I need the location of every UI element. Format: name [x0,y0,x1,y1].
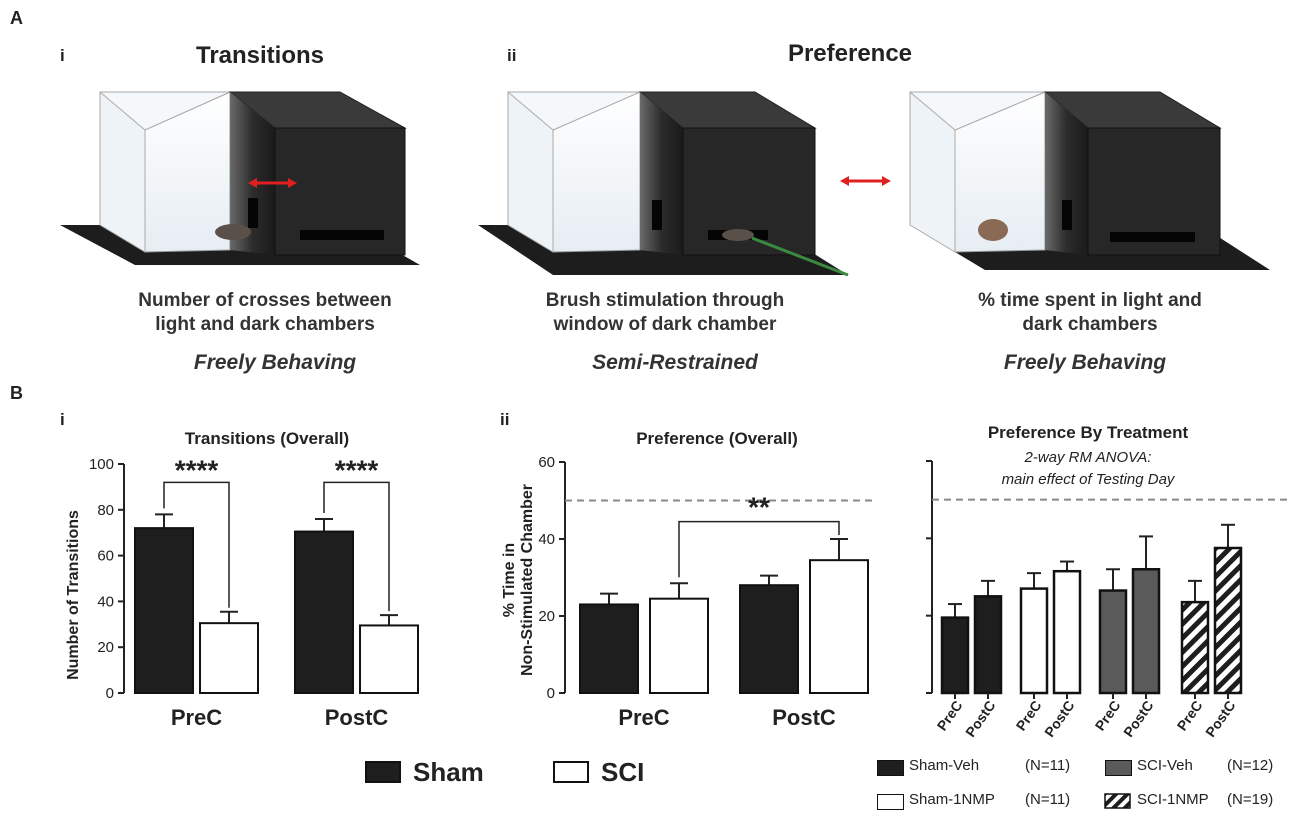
panel-a-sub-ii: ii [507,46,517,65]
y-tick-label: 60 [538,454,555,471]
bar-sham-1nmp-postc [1052,569,1082,695]
legend-sci-1nmp: SCI-1NMP [1137,791,1209,808]
y-tick-label: 100 [89,456,114,473]
bar-sci-veh-postc [1131,568,1161,695]
x-tick-label: PreC [618,705,669,730]
y-axis-label: % Time in [501,543,518,617]
legend-swatch-sci-veh [1105,760,1132,776]
x-tick-label: PostC [325,705,389,730]
caption-2: Brush stimulation through window of dark … [545,290,785,335]
legend-sci-1nmp-n: (N=19) [1227,791,1274,808]
legend-swatch-sham [365,761,401,783]
panel-a-label: A [10,8,23,28]
legend-swatch-sham-1nmp [877,794,904,810]
y-axis-label: Number of Transitions [65,510,82,680]
significance-bracket [678,520,840,578]
x-tick-label: PostC [1041,698,1077,740]
y-tick-label: 0 [106,685,114,702]
bar-sham-veh-postc [973,595,1003,695]
legend-sham-1nmp-n: (N=11) [1025,791,1071,808]
panel-a-sub-i: i [60,46,65,65]
x-tick-label: PostC [1120,698,1156,740]
bar-sham-prec [579,603,639,694]
y-tick-label: 20 [97,639,114,656]
brush [751,236,849,277]
legend-main: Sham SCI [365,757,665,790]
caption-1: Number of crosses between light and dark … [138,290,392,335]
y-tick-label: 40 [97,593,114,610]
x-tick-label: PreC [1013,698,1045,734]
bar-sci-1nmp-prec [1180,600,1210,695]
significance-stars: **** [175,454,219,485]
chart-subtitle-1: 2-way RM ANOVA: [1024,449,1152,466]
legend-sci-veh: SCI-Veh [1137,757,1193,774]
y-axis-label-2: Non-Stimulated Chamber [519,484,536,676]
significance-stars: ** [748,492,770,523]
x-tick-label: PostC [1202,698,1238,740]
panel-b-sub-i: i [60,410,65,429]
chart-preference-overall: Preference (Overall) % Time in Non-Stimu… [501,429,877,730]
y-tick-label: 80 [97,502,114,519]
mouse [215,224,251,240]
legend-label-sham: Sham [413,757,484,787]
chart-transitions: Transitions (Overall) Number of Transiti… [65,429,419,730]
legend-label-sci: SCI [601,757,645,787]
bar-sci-1nmp-postc [1213,546,1243,695]
bar-sci-veh-prec [1098,589,1128,695]
y-tick-label: 40 [538,531,555,548]
panel-b-sub-ii: ii [500,410,510,429]
chamber-illustrations [60,90,1270,277]
legend-sham-1nmp: Sham-1NMP [909,791,995,808]
red-arrow-between [840,176,891,186]
chart-subtitle-2: main effect of Testing Day [1002,471,1176,488]
chart-title: Preference (Overall) [636,429,798,448]
bar-sci-postc [359,624,419,695]
box-preference [909,90,1270,270]
bar-sham-1nmp-prec [1019,587,1049,695]
significance-stars: **** [335,454,379,485]
box-transitions [60,90,420,265]
significance-bracket [323,481,390,612]
x-tick-label: PreC [1092,698,1124,734]
chart-title: Transitions (Overall) [185,429,349,448]
x-tick-label: PostC [962,698,998,740]
box-brush [478,90,849,277]
legend-swatch-sci-1nmp [1104,793,1131,809]
chart-preference-treatment: Preference By Treatment 2-way RM ANOVA: … [926,423,1287,740]
bar-sham-veh-prec [940,616,970,695]
bar-sci-prec [199,622,259,694]
x-tick-label: PostC [772,705,836,730]
legend-swatch-sham-veh [877,760,904,776]
x-tick-label: PreC [1174,698,1206,734]
transitions-title: Transitions [195,42,325,69]
legend-treatment: Sham-Veh (N=11) SCI-Veh (N=12) Sham-1NMP… [875,756,1295,811]
x-tick-label: PreC [171,705,222,730]
bar-sci-prec [649,597,709,694]
legend-swatch-sci [553,761,589,783]
mode-2: Semi-Restrained [592,351,758,374]
panel-b-label: B [10,383,23,403]
legend-sham-veh-n: (N=11) [1025,757,1071,774]
chart-title: Preference By Treatment [988,423,1189,442]
significance-bracket [163,481,230,608]
y-tick-label: 60 [97,548,114,565]
bar-sham-postc [739,584,799,694]
x-tick-label: PreC [934,698,966,734]
bar-sham-prec [134,527,194,695]
legend-sham-veh: Sham-Veh [909,757,980,774]
bar-sci-postc [809,559,869,694]
legend-sci-veh-n: (N=12) [1227,757,1274,774]
y-tick-label: 0 [547,685,555,702]
y-tick-label: 20 [538,608,555,625]
bar-sham-postc [294,530,354,695]
mode-1: Freely Behaving [193,351,357,374]
mode-3: Freely Behaving [1003,351,1167,374]
caption-3: % time spent in light and dark chambers [978,290,1202,335]
preference-title: Preference [787,40,913,67]
